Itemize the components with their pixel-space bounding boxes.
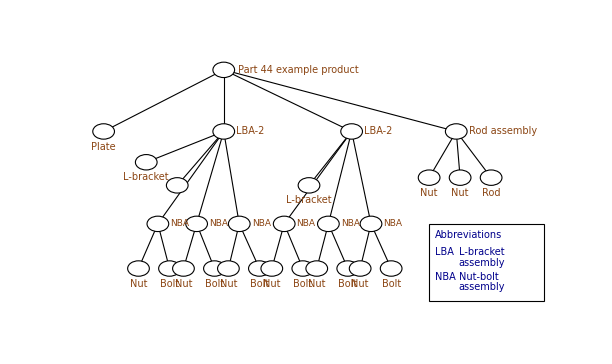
Text: Nut: Nut: [174, 279, 192, 289]
Ellipse shape: [341, 124, 362, 139]
Text: NBA: NBA: [341, 219, 360, 228]
Text: Nut: Nut: [263, 279, 280, 289]
Ellipse shape: [213, 124, 234, 139]
Text: Nut-bolt: Nut-bolt: [458, 272, 498, 282]
Ellipse shape: [248, 261, 271, 276]
Text: Nut: Nut: [452, 189, 469, 198]
Text: NBA: NBA: [435, 272, 456, 282]
Text: Rod assembly: Rod assembly: [469, 126, 537, 136]
Text: NBA: NBA: [297, 219, 316, 228]
Text: LBA: LBA: [435, 247, 454, 257]
Ellipse shape: [166, 178, 188, 193]
Text: Part 44 example product: Part 44 example product: [237, 65, 359, 75]
Text: LBA-2: LBA-2: [236, 126, 264, 136]
Ellipse shape: [446, 124, 467, 139]
Ellipse shape: [318, 216, 339, 232]
Text: Nut: Nut: [351, 279, 369, 289]
Text: Rod: Rod: [482, 189, 501, 198]
Ellipse shape: [274, 216, 295, 232]
Text: assembly: assembly: [458, 282, 505, 292]
Ellipse shape: [380, 261, 402, 276]
Text: Abbreviations: Abbreviations: [435, 230, 502, 240]
Text: L-bracket: L-bracket: [458, 247, 504, 257]
Ellipse shape: [204, 261, 225, 276]
Text: NBA: NBA: [170, 219, 189, 228]
Text: assembly: assembly: [458, 258, 505, 268]
Text: Nut: Nut: [308, 279, 326, 289]
FancyBboxPatch shape: [429, 224, 544, 301]
Ellipse shape: [418, 170, 440, 185]
Text: Bolt: Bolt: [205, 279, 224, 289]
Text: NBA: NBA: [252, 219, 271, 228]
Text: Bolt: Bolt: [293, 279, 312, 289]
Text: L-bracket: L-bracket: [124, 172, 169, 182]
Ellipse shape: [349, 261, 371, 276]
Ellipse shape: [147, 216, 169, 232]
Ellipse shape: [261, 261, 283, 276]
Ellipse shape: [173, 261, 194, 276]
Text: Bolt: Bolt: [338, 279, 357, 289]
Ellipse shape: [213, 62, 234, 78]
Ellipse shape: [135, 155, 157, 170]
Text: NBA: NBA: [209, 219, 228, 228]
Text: Nut: Nut: [130, 279, 147, 289]
Text: Bolt: Bolt: [381, 279, 401, 289]
Ellipse shape: [306, 261, 327, 276]
Ellipse shape: [228, 216, 250, 232]
Ellipse shape: [217, 261, 239, 276]
Ellipse shape: [186, 216, 207, 232]
Text: Nut: Nut: [220, 279, 237, 289]
Ellipse shape: [292, 261, 314, 276]
Text: Plate: Plate: [91, 142, 116, 152]
Ellipse shape: [337, 261, 359, 276]
Text: Bolt: Bolt: [250, 279, 269, 289]
Text: Nut: Nut: [420, 189, 438, 198]
Text: LBA-2: LBA-2: [364, 126, 392, 136]
Ellipse shape: [360, 216, 382, 232]
Text: NBA: NBA: [383, 219, 403, 228]
Ellipse shape: [449, 170, 471, 185]
Text: Bolt: Bolt: [160, 279, 179, 289]
Ellipse shape: [298, 178, 320, 193]
Ellipse shape: [93, 124, 114, 139]
Ellipse shape: [480, 170, 502, 185]
Ellipse shape: [159, 261, 181, 276]
Ellipse shape: [128, 261, 149, 276]
Text: L-bracket: L-bracket: [286, 195, 332, 205]
